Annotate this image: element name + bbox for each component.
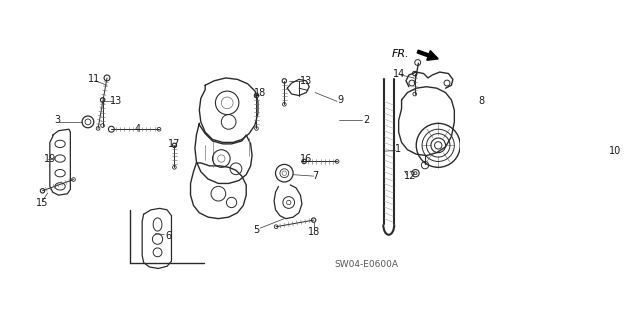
Text: 11: 11 [88,74,100,84]
Text: 17: 17 [168,139,181,149]
Text: 15: 15 [36,197,49,207]
Text: 13: 13 [110,96,122,106]
Text: 2: 2 [363,115,369,125]
FancyArrow shape [417,50,438,60]
Text: 3: 3 [54,115,60,125]
Text: 10: 10 [609,146,622,156]
Text: 6: 6 [166,231,171,241]
Text: 5: 5 [253,225,259,235]
Text: 18: 18 [254,88,266,98]
Text: 12: 12 [404,171,416,181]
Text: 9: 9 [338,95,344,105]
Text: 19: 19 [44,154,56,164]
Text: 13: 13 [300,76,313,86]
Text: 16: 16 [300,154,313,164]
Text: FR.: FR. [391,50,409,60]
Text: SW04-E0600A: SW04-E0600A [334,260,398,268]
Text: 1: 1 [395,144,401,154]
Text: 14: 14 [393,68,406,78]
Text: 8: 8 [479,96,485,106]
Text: 7: 7 [312,171,318,181]
Text: 4: 4 [134,124,141,134]
Text: 18: 18 [308,227,320,237]
